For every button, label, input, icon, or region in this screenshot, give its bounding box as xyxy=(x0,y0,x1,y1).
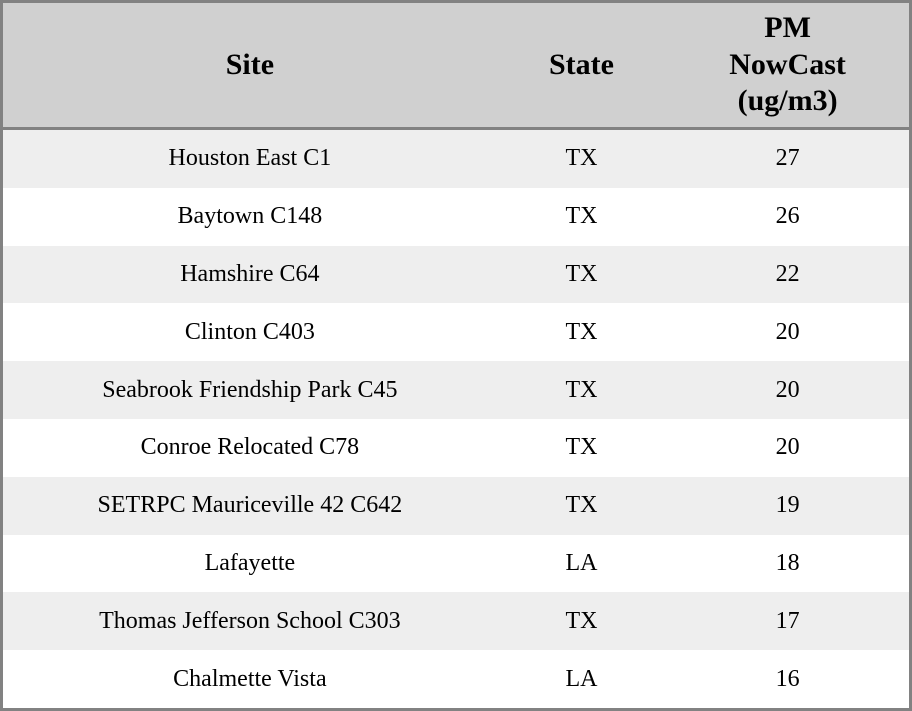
site-cell: Lafayette xyxy=(204,549,296,576)
header-site: Site xyxy=(225,48,275,81)
state-cell: LA xyxy=(565,549,598,576)
site-cell: Thomas Jefferson School C303 xyxy=(99,607,401,634)
header-pm-line-2: NowCast xyxy=(729,47,846,81)
table-row: Hamshire C64 TX 22 xyxy=(3,245,909,304)
table-row: Thomas Jefferson School C303 TX 17 xyxy=(3,592,909,651)
table-header-row: Site State PM NowCast (ug/m3) xyxy=(3,3,909,130)
site-cell: Chalmette Vista xyxy=(173,665,327,692)
table-row: Lafayette LA 18 xyxy=(3,534,909,593)
state-cell: TX xyxy=(565,260,598,287)
site-cell: Seabrook Friendship Park C45 xyxy=(102,376,398,403)
state-cell: TX xyxy=(565,318,598,345)
table-row: Houston East C1 TX 27 xyxy=(3,130,909,188)
table-row: Chalmette Vista LA 16 xyxy=(3,650,909,708)
table-row: Seabrook Friendship Park C45 TX 20 xyxy=(3,361,909,419)
pm-cell: 22 xyxy=(775,260,800,287)
state-cell: TX xyxy=(565,434,598,461)
state-cell: TX xyxy=(565,376,598,403)
pm-cell: 17 xyxy=(775,607,800,634)
pm-cell: 18 xyxy=(775,549,800,576)
state-cell: TX xyxy=(565,145,598,172)
table-row: SETRPC Mauriceville 42 C642 TX 19 xyxy=(3,476,909,535)
state-cell: TX xyxy=(565,607,598,634)
state-cell: TX xyxy=(565,492,598,519)
pm-cell: 20 xyxy=(775,318,800,345)
state-cell: LA xyxy=(565,665,598,692)
pm-cell: 20 xyxy=(775,376,800,403)
site-cell: Houston East C1 xyxy=(168,145,332,172)
state-cell: TX xyxy=(565,203,598,230)
header-pm-line-1: PM xyxy=(764,11,811,45)
site-cell: Baytown C148 xyxy=(177,203,323,230)
table-row: Baytown C148 TX 26 xyxy=(3,187,909,246)
table-row: Clinton C403 TX 20 xyxy=(3,303,909,362)
pm-cell: 16 xyxy=(775,665,800,692)
header-state: State xyxy=(548,48,614,81)
site-cell: SETRPC Mauriceville 42 C642 xyxy=(97,492,403,519)
table-body: Houston East C1 TX 27 Baytown C148 TX 26… xyxy=(3,130,909,708)
header-pm-line-3: (ug/m3) xyxy=(737,84,838,118)
pm-cell: 26 xyxy=(775,203,800,230)
site-cell: Conroe Relocated C78 xyxy=(140,434,360,461)
site-cell: Clinton C403 xyxy=(184,318,315,345)
pm-cell: 27 xyxy=(775,145,800,172)
pm-cell: 19 xyxy=(775,492,800,519)
site-cell: Hamshire C64 xyxy=(180,260,320,287)
pm-cell: 20 xyxy=(775,434,800,461)
header-pm-nowcast: PM NowCast (ug/m3) xyxy=(666,10,909,120)
table-row: Conroe Relocated C78 TX 20 xyxy=(3,418,909,477)
